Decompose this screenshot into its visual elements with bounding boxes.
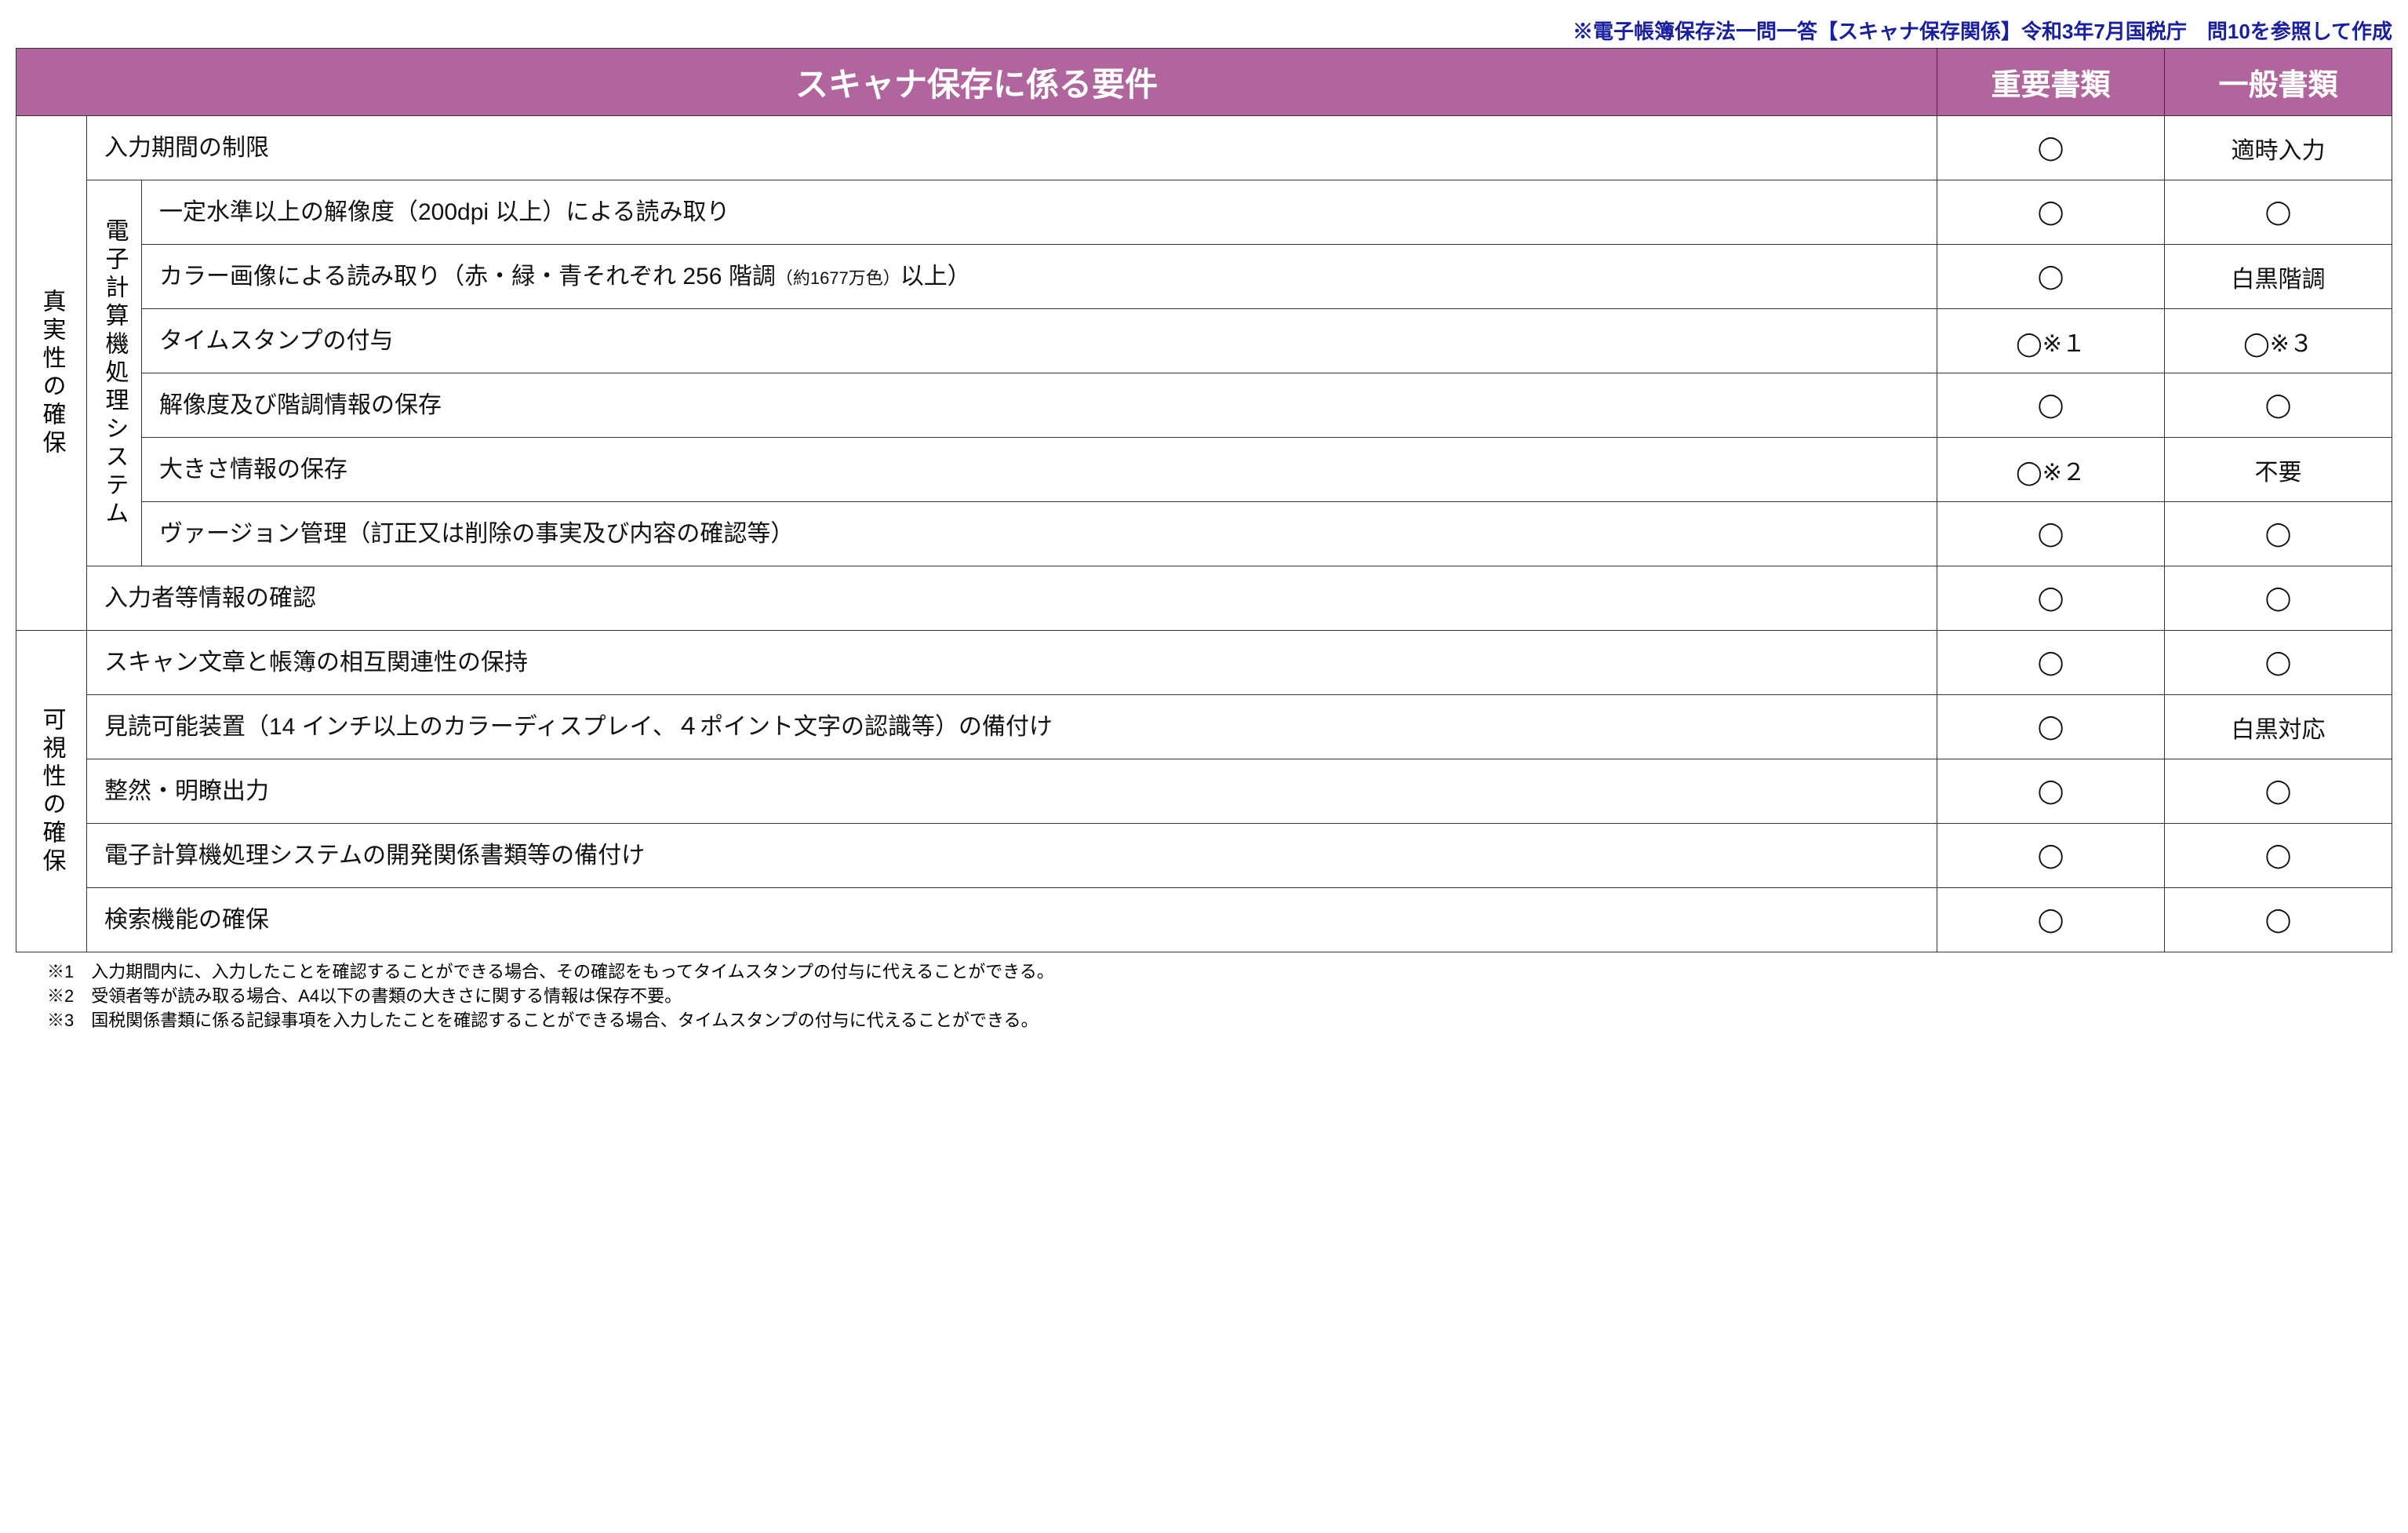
general-value: ◯ bbox=[2165, 759, 2392, 824]
table-row: 整然・明瞭出力◯◯ bbox=[16, 759, 2392, 824]
system-label: 電子計算機処理システム bbox=[87, 180, 142, 566]
important-value: ◯ bbox=[1937, 566, 2165, 631]
table-row: 電子計算機処理システムの開発関係書類等の備付け◯◯ bbox=[16, 824, 2392, 888]
general-value: 不要 bbox=[2165, 438, 2392, 502]
header-requirements: スキャナ保存に係る要件 bbox=[16, 49, 1937, 116]
important-value: ◯ bbox=[1937, 502, 2165, 566]
requirement-text: 電子計算機処理システムの開発関係書類等の備付け bbox=[87, 824, 1937, 888]
requirement-text: カラー画像による読み取り（赤・緑・青それぞれ 256 階調（約1677万色）以上… bbox=[142, 245, 1937, 309]
requirement-text: 入力期間の制限 bbox=[87, 116, 1937, 180]
table-header-row: スキャナ保存に係る要件 重要書類 一般書類 bbox=[16, 49, 2392, 116]
general-value: 適時入力 bbox=[2165, 116, 2392, 180]
header-important: 重要書類 bbox=[1937, 49, 2165, 116]
requirement-text: 整然・明瞭出力 bbox=[87, 759, 1937, 824]
general-value: ◯ bbox=[2165, 566, 2392, 631]
important-value: ◯ bbox=[1937, 759, 2165, 824]
table-row: 見読可能装置（14 インチ以上のカラーディスプレイ、４ポイント文字の認識等）の備… bbox=[16, 695, 2392, 759]
table-row: 解像度及び階調情報の保存◯◯ bbox=[16, 373, 2392, 438]
important-value: ◯ bbox=[1937, 116, 2165, 180]
requirement-text: ヴァージョン管理（訂正又は削除の事実及び内容の確認等） bbox=[142, 502, 1937, 566]
important-value: ◯ bbox=[1937, 824, 2165, 888]
general-value: ◯ bbox=[2165, 824, 2392, 888]
requirement-text: 入力者等情報の確認 bbox=[87, 566, 1937, 631]
requirement-text: 一定水準以上の解像度（200dpi 以上）による読み取り bbox=[142, 180, 1937, 245]
requirement-text: タイムスタンプの付与 bbox=[142, 309, 1937, 373]
important-value: ◯ bbox=[1937, 245, 2165, 309]
general-value: ◯ bbox=[2165, 180, 2392, 245]
requirement-text: 検索機能の確保 bbox=[87, 888, 1937, 952]
general-value: ◯ bbox=[2165, 888, 2392, 952]
table-row: 入力者等情報の確認◯◯ bbox=[16, 566, 2392, 631]
footnote-line: ※3 国税関係書類に係る記録事項を入力したことを確認することができる場合、タイム… bbox=[47, 1009, 2392, 1033]
category-label: 真実性の確保 bbox=[16, 116, 87, 631]
caption-text: ※電子帳簿保存法一問一答【スキャナ保存関係】令和3年7月国税庁 問10を参照して… bbox=[16, 16, 2392, 45]
important-value: ◯ bbox=[1937, 888, 2165, 952]
footnote-line: ※2 受領者等が読み取る場合、A4以下の書類の大きさに関する情報は保存不要。 bbox=[47, 985, 2392, 1009]
requirements-table: スキャナ保存に係る要件 重要書類 一般書類 真実性の確保入力期間の制限◯適時入力… bbox=[16, 48, 2392, 952]
general-value: 白黒階調 bbox=[2165, 245, 2392, 309]
important-value: ◯※１ bbox=[1937, 309, 2165, 373]
footnotes: ※1 入力期間内に、入力したことを確認することができる場合、その確認をもってタイ… bbox=[16, 960, 2392, 1032]
important-value: ◯ bbox=[1937, 373, 2165, 438]
table-row: ヴァージョン管理（訂正又は削除の事実及び内容の確認等）◯◯ bbox=[16, 502, 2392, 566]
important-value: ◯ bbox=[1937, 695, 2165, 759]
general-value: ◯ bbox=[2165, 502, 2392, 566]
general-value: 白黒対応 bbox=[2165, 695, 2392, 759]
table-row: 大きさ情報の保存◯※２不要 bbox=[16, 438, 2392, 502]
table-row: タイムスタンプの付与◯※１◯※３ bbox=[16, 309, 2392, 373]
table-row: カラー画像による読み取り（赤・緑・青それぞれ 256 階調（約1677万色）以上… bbox=[16, 245, 2392, 309]
table-row: 可視性の確保スキャン文章と帳簿の相互関連性の保持◯◯ bbox=[16, 631, 2392, 695]
requirement-text: 解像度及び階調情報の保存 bbox=[142, 373, 1937, 438]
table-row: 電子計算機処理システム一定水準以上の解像度（200dpi 以上）による読み取り◯… bbox=[16, 180, 2392, 245]
important-value: ◯ bbox=[1937, 180, 2165, 245]
header-general: 一般書類 bbox=[2165, 49, 2392, 116]
requirement-text: 見読可能装置（14 インチ以上のカラーディスプレイ、４ポイント文字の認識等）の備… bbox=[87, 695, 1937, 759]
general-value: ◯ bbox=[2165, 631, 2392, 695]
general-value: ◯ bbox=[2165, 373, 2392, 438]
important-value: ◯※２ bbox=[1937, 438, 2165, 502]
category-label: 可視性の確保 bbox=[16, 631, 87, 952]
important-value: ◯ bbox=[1937, 631, 2165, 695]
footnote-line: ※1 入力期間内に、入力したことを確認することができる場合、その確認をもってタイ… bbox=[47, 960, 2392, 985]
table-row: 真実性の確保入力期間の制限◯適時入力 bbox=[16, 116, 2392, 180]
requirement-text: 大きさ情報の保存 bbox=[142, 438, 1937, 502]
requirement-text: スキャン文章と帳簿の相互関連性の保持 bbox=[87, 631, 1937, 695]
table-row: 検索機能の確保◯◯ bbox=[16, 888, 2392, 952]
general-value: ◯※３ bbox=[2165, 309, 2392, 373]
